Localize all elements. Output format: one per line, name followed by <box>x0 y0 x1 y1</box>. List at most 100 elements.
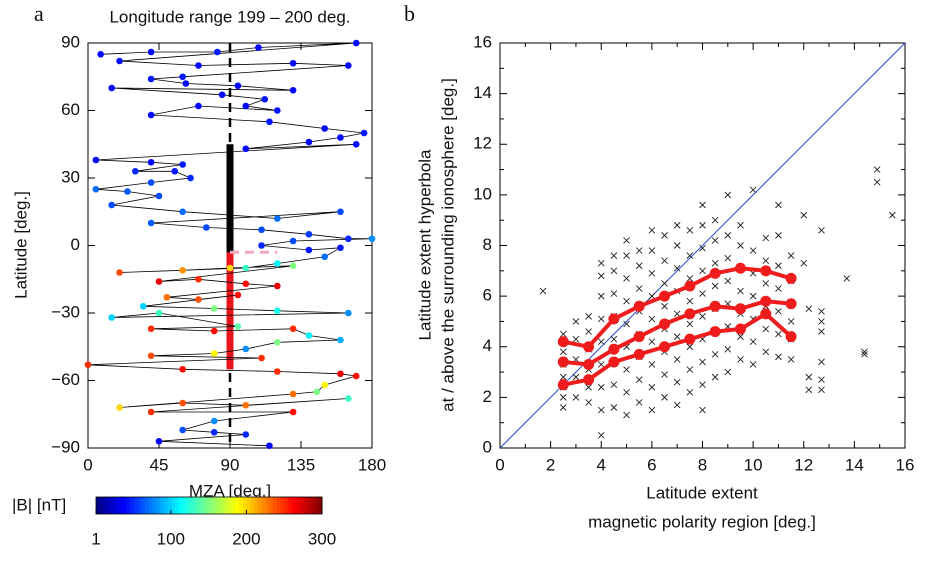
point <box>147 352 155 360</box>
point <box>337 370 344 378</box>
cross-marker <box>724 277 732 285</box>
colorbar-cell <box>220 497 225 514</box>
point <box>147 179 155 186</box>
cross-marker <box>559 404 567 411</box>
colorbar-cell <box>178 497 184 514</box>
colorbar-tick-label: 1 <box>91 529 100 548</box>
cross-marker <box>699 381 706 389</box>
point <box>352 140 360 148</box>
point <box>214 48 221 56</box>
cross-marker <box>597 338 605 346</box>
point <box>210 327 218 335</box>
point <box>108 84 115 92</box>
colorbar-cell <box>239 497 244 514</box>
cross-marker <box>818 307 825 315</box>
cross-marker <box>585 383 592 391</box>
cross-marker <box>737 356 744 363</box>
series-point <box>659 318 671 330</box>
cross-marker <box>805 386 813 394</box>
cross-marker <box>724 254 732 262</box>
cross-marker <box>673 401 681 409</box>
cross-marker <box>635 399 643 406</box>
cross-marker <box>818 376 825 383</box>
cross-marker <box>724 232 732 239</box>
colorbar-cell <box>160 497 165 514</box>
x-tick-label: 135 <box>287 455 315 474</box>
y-tick-label: 14 <box>473 83 492 102</box>
cross-marker <box>610 267 618 275</box>
colorbar-cell <box>163 497 169 514</box>
point <box>179 208 186 216</box>
cross-marker <box>724 191 732 199</box>
series-point <box>608 356 620 368</box>
point <box>195 102 202 110</box>
y-axis-label: Latitude [deg.] <box>11 191 30 299</box>
cross-marker <box>775 307 782 315</box>
point <box>274 338 281 346</box>
point <box>337 336 344 344</box>
cross-marker <box>597 383 605 391</box>
series-point <box>684 333 696 345</box>
cross-marker <box>737 221 744 229</box>
point <box>234 82 242 90</box>
cross-marker <box>749 247 757 254</box>
cross-marker <box>711 373 719 381</box>
cross-marker <box>559 348 567 356</box>
panel-letter: a <box>34 1 44 26</box>
y-tick-label: −30 <box>51 302 80 321</box>
point <box>258 242 265 249</box>
point <box>321 125 328 132</box>
cross-marker <box>585 399 592 406</box>
colorbar-cell <box>246 497 251 514</box>
cross-marker <box>775 201 782 209</box>
colorbar-cell <box>310 497 315 514</box>
point <box>155 278 163 285</box>
series-point <box>659 341 671 353</box>
point <box>255 44 262 51</box>
y-tick-label: 60 <box>61 100 80 119</box>
cross-marker <box>661 371 668 378</box>
cross-marker <box>572 373 580 381</box>
cross-marker <box>805 305 813 313</box>
cross-marker <box>635 285 643 292</box>
point <box>155 309 163 317</box>
colorbar-label: |B| [nT] <box>12 495 66 514</box>
x-tick-label: 8 <box>698 455 707 474</box>
colorbar-cell <box>193 497 199 514</box>
colorbar-cell <box>216 497 221 514</box>
point <box>242 401 250 409</box>
colorbar-cell <box>148 497 153 514</box>
colorbar-tick-label: 100 <box>157 529 185 548</box>
colorbar-cell <box>190 497 195 514</box>
point <box>274 215 281 222</box>
point <box>147 408 155 416</box>
colorbar-cell <box>186 497 191 514</box>
point <box>266 118 273 126</box>
point <box>305 138 313 146</box>
y-tick-label: 6 <box>483 286 492 305</box>
cross-marker <box>724 345 732 353</box>
cross-marker <box>861 351 868 358</box>
x-axis-label: Latitude extent <box>646 483 758 502</box>
cross-marker <box>648 247 656 254</box>
point <box>305 230 313 238</box>
y-tick-label: 4 <box>483 336 492 355</box>
point <box>258 226 265 234</box>
point <box>242 264 250 272</box>
cross-marker <box>661 280 668 287</box>
cross-marker <box>661 232 668 239</box>
point <box>345 235 352 243</box>
point <box>345 395 352 402</box>
point <box>179 426 186 434</box>
colorbar-cell <box>96 497 101 514</box>
point <box>108 201 115 209</box>
cross-marker <box>635 376 643 383</box>
x-tick-label: 0 <box>495 455 504 474</box>
colorbar-cell <box>103 497 108 514</box>
y-axis-label: at / above the surrounding ionosphere [d… <box>438 78 457 412</box>
colorbar-cell <box>141 497 146 514</box>
cross-marker <box>686 226 694 234</box>
colorbar-cell <box>99 497 105 514</box>
cross-marker <box>623 411 630 419</box>
cross-marker <box>686 297 694 305</box>
